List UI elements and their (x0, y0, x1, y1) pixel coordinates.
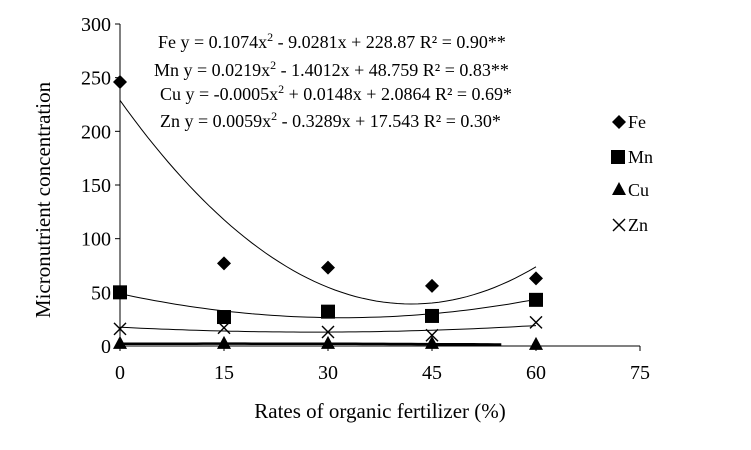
legend-label-mn: Mn (628, 147, 653, 167)
y-tick-label: 300 (81, 14, 111, 36)
legend-marker-fe (612, 115, 626, 129)
point-mn (321, 304, 335, 319)
legend-marker-mn (611, 150, 625, 164)
point-zn (529, 315, 543, 329)
legend-label-zn: Zn (628, 215, 648, 235)
equation-mn: Mn y = 0.0219x2 - 1.4012x + 48.759 R² = … (154, 58, 509, 80)
x-tick-label: 15 (214, 362, 234, 384)
point-fe (113, 74, 127, 89)
point-zn (425, 328, 439, 342)
equation-zn: Zn y = 0.0059x2 - 0.3289x + 17.543 R² = … (160, 109, 501, 131)
point-zn (217, 321, 231, 335)
x-tick-label: 60 (526, 362, 546, 384)
y-tick-label: 150 (81, 175, 111, 197)
point-fe (529, 271, 543, 286)
point-zn (321, 325, 335, 339)
legend-label-fe: Fe (628, 112, 646, 132)
axes: 0 50 100 150 200 250 300 0 15 30 45 60 75 (81, 14, 650, 384)
point-mn (113, 285, 127, 300)
point-mn (217, 310, 231, 325)
y-tick-label: 200 (81, 121, 111, 143)
legend-marker-cu (612, 182, 626, 195)
point-mn (425, 308, 439, 323)
point-fe (217, 256, 231, 271)
x-tick-label: 0 (115, 362, 125, 384)
point-cu (217, 335, 231, 349)
legend: Fe Mn Cu Zn (611, 112, 653, 235)
x-tick-label: 45 (422, 362, 442, 384)
y-axis-label: Micronutrient concentration (31, 81, 55, 318)
trendline-equations: Fe y = 0.1074x2 - 9.0281x + 228.87 R² = … (154, 30, 512, 131)
point-cu (529, 336, 543, 350)
point-fe (321, 260, 335, 275)
legend-marker-zn (612, 218, 626, 232)
point-mn (529, 292, 543, 307)
y-tick-label: 0 (101, 336, 111, 358)
equation-cu: Cu y = -0.0005x2 + 0.0148x + 2.0864 R² =… (160, 82, 512, 104)
data-points (113, 74, 543, 350)
x-tick-label: 75 (630, 362, 650, 384)
y-tick-label: 250 (81, 68, 111, 90)
trendline-fe (119, 100, 537, 305)
legend-label-cu: Cu (628, 180, 649, 200)
trendline-cu (119, 342, 502, 346)
y-tick-label: 50 (91, 282, 111, 304)
point-cu (425, 335, 439, 349)
x-tick-label: 30 (318, 362, 338, 384)
point-cu (321, 335, 335, 349)
point-zn (113, 322, 127, 336)
x-axis-label: Rates of organic fertilizer (%) (254, 399, 506, 423)
equation-fe: Fe y = 0.1074x2 - 9.0281x + 228.87 R² = … (158, 30, 506, 52)
point-fe (425, 278, 439, 293)
point-cu (113, 335, 127, 349)
y-tick-label: 100 (81, 229, 111, 251)
